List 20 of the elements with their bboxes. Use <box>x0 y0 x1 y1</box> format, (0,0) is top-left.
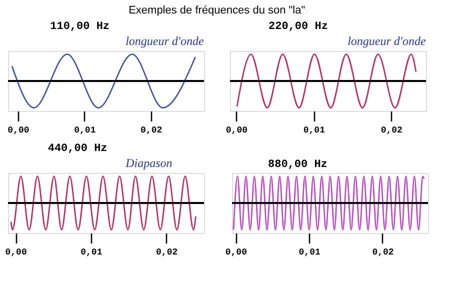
x-tick-label: 0,02 <box>372 248 394 258</box>
x-tick-label: 0,01 <box>74 126 96 136</box>
x-tick-label: 0,00 <box>226 126 248 136</box>
x-tick-label: 0,02 <box>156 248 178 258</box>
x-tick-label: 0,02 <box>380 126 402 136</box>
text: longueur d'onde <box>348 34 426 48</box>
x-tick-label: 0,01 <box>303 126 326 136</box>
x-tick-label: 0,01 <box>298 248 321 258</box>
x-tick-label: 0,00 <box>8 126 30 136</box>
x-tick-label: 0,00 <box>225 248 247 258</box>
text: longueur d'onde <box>126 34 204 48</box>
x-tick-label: 0,01 <box>80 248 103 258</box>
x-tick-label: 0,02 <box>140 126 162 136</box>
chart-title: Exemples de fréquences du son "la" <box>128 4 306 16</box>
text: Diapason <box>124 156 172 170</box>
chart-subtitle: 440,00 Hz <box>48 143 108 155</box>
x-tick-label: 0,00 <box>5 248 27 258</box>
chart-subtitle: 110,00 Hz <box>50 21 110 33</box>
chart-subtitle: 880,00 Hz <box>268 159 328 171</box>
chart-subtitle: 220,00 Hz <box>268 21 328 33</box>
